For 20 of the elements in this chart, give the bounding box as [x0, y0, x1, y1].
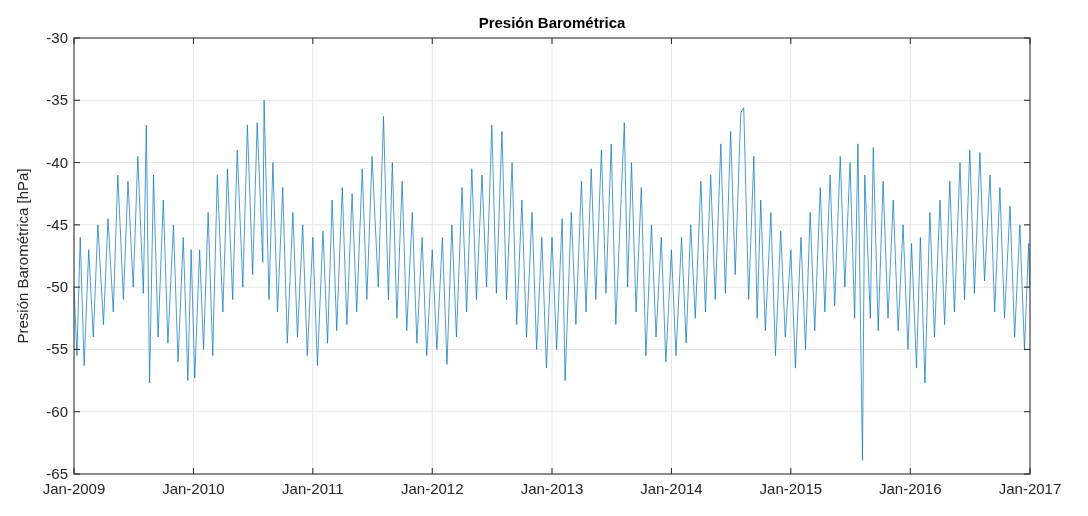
- x-tick-label: Jan-2016: [878, 480, 942, 497]
- y-tick-label: -60: [46, 402, 68, 420]
- y-axis-title: Presión Barométrica [hPa]: [14, 168, 31, 344]
- line-series: [73, 99, 1031, 461]
- x-tick-label: Jan-2011: [282, 480, 344, 497]
- x-tick-label: Jan-2017: [998, 480, 1062, 497]
- x-tick-label: Jan-2012: [400, 480, 464, 497]
- y-tick-label: -35: [46, 91, 68, 109]
- x-tick-label: Jan-2013: [520, 480, 584, 497]
- x-tick-label: Jan-2014: [640, 480, 703, 497]
- y-tick-label: -50: [46, 278, 68, 296]
- y-tick-label: -55: [46, 340, 68, 358]
- y-tick-label: -45: [46, 215, 68, 233]
- y-tick-label: -40: [46, 153, 68, 171]
- x-tick-label: Jan-2009: [42, 480, 106, 497]
- y-tick-label: -30: [46, 29, 68, 46]
- x-tick-label: Jan-2010: [162, 480, 225, 497]
- x-tick-label: Jan-2015: [759, 480, 823, 497]
- chart-title: Presión Barométrica: [478, 14, 627, 31]
- y-tick-label: -65: [46, 465, 68, 482]
